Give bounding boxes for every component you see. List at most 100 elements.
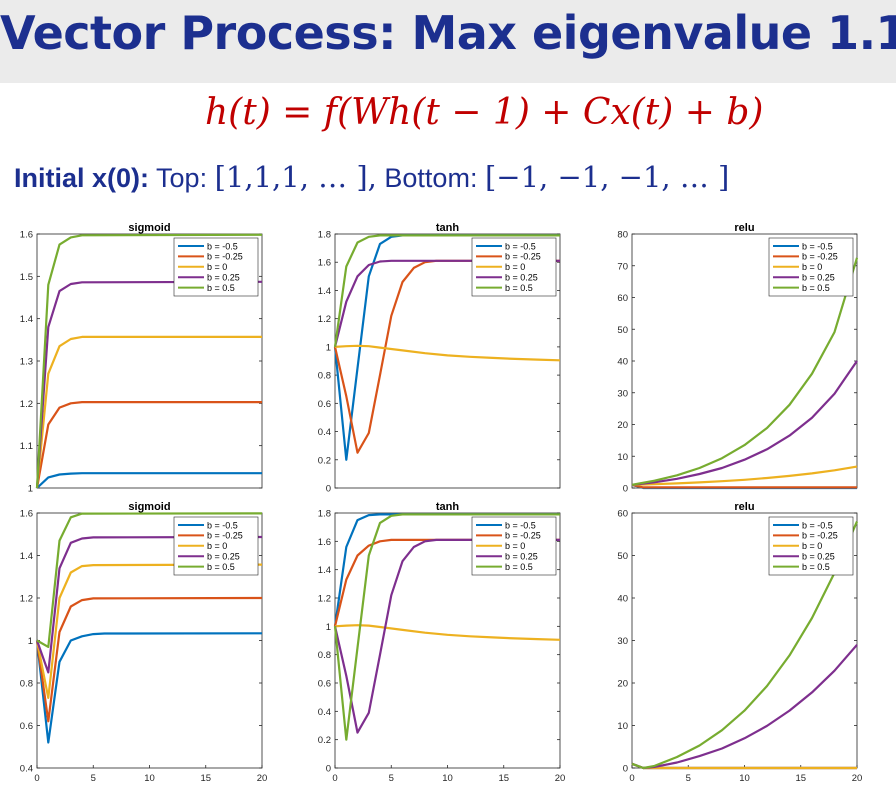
initial-condition-line: Initial x(0): Top: [1,1,1, … ], Bottom: …: [14, 160, 729, 194]
y-tick-label: 80: [617, 230, 628, 241]
legend-label-1: b = -0.5: [802, 520, 833, 530]
bottom-label: Bottom:: [384, 163, 478, 193]
top-label: Top:: [156, 163, 208, 193]
legend-label-5: b = 0.5: [505, 283, 533, 293]
series-line-2: [35, 596, 263, 723]
legend-label-4: b = 0.25: [207, 552, 240, 562]
y-tick-label: 0.8: [318, 650, 331, 661]
series-line-1: [36, 472, 262, 489]
series-line-2: [333, 538, 560, 627]
y-tick-label: 1.6: [318, 258, 331, 269]
x-tick-label: 15: [498, 773, 509, 784]
legend-label-5: b = 0.5: [207, 562, 235, 572]
y-tick-label: 0.2: [318, 735, 331, 746]
x-tick-label: 0: [34, 773, 39, 784]
legend-label-5: b = 0.5: [802, 283, 830, 293]
chart-title: relu: [734, 222, 754, 234]
y-tick-label: 60: [617, 293, 628, 304]
series-line-2: [35, 401, 262, 489]
x-tick-label: 5: [91, 773, 96, 784]
chart-title: sigmoid: [128, 501, 170, 513]
y-tick-label: 0.8: [20, 679, 33, 690]
y-tick-label: 1.2: [318, 594, 331, 605]
x-tick-label: 20: [555, 773, 566, 784]
y-tick-label: 0.6: [318, 679, 331, 690]
y-tick-label: 0: [326, 764, 331, 775]
legend-label-4: b = 0.25: [505, 273, 538, 283]
y-tick-label: 0.6: [20, 721, 33, 732]
top-vector: [1,1,1, … ],: [214, 160, 377, 194]
legend-label-3: b = 0: [802, 541, 822, 551]
legend: b = -0.5b = -0.25b = 0b = 0.25b = 0.5: [173, 516, 259, 576]
series-line-5: [631, 521, 859, 770]
y-tick-label: 1.8: [318, 230, 331, 241]
series-line-5: [333, 234, 560, 348]
y-tick-label: 1.6: [318, 537, 331, 548]
series-line-5: [35, 233, 263, 489]
y-tick-label: 50: [617, 551, 628, 562]
y-tick-label: 70: [617, 261, 628, 272]
x-tick-label: 0: [629, 773, 634, 784]
y-tick-label: 0.4: [318, 427, 331, 438]
series-line-5: [631, 257, 859, 486]
y-tick-label: 10: [617, 452, 628, 463]
legend-label-3: b = 0: [207, 262, 227, 272]
y-tick-label: 1.4: [20, 551, 33, 562]
legend-label-5: b = 0.5: [802, 562, 830, 572]
y-tick-label: 0: [623, 764, 628, 775]
legend-label-2: b = -0.25: [505, 531, 541, 541]
legend-label-1: b = -0.5: [207, 520, 238, 530]
x-tick-label: 20: [257, 773, 268, 784]
series-line-5: [36, 512, 263, 649]
series-line-3: [35, 335, 262, 489]
chart-title: relu: [734, 501, 754, 513]
y-tick-label: 10: [617, 721, 628, 732]
legend-label-5: b = 0.5: [505, 562, 533, 572]
title-banner: [0, 0, 896, 83]
y-tick-label: 0.6: [318, 399, 331, 410]
x-tick-label: 15: [795, 773, 806, 784]
y-tick-label: 20: [617, 679, 628, 690]
y-tick-label: 1.1: [20, 441, 33, 452]
recurrence-equation: h(t) = f(Wh(t − 1) + Cx(t) + b): [205, 92, 764, 133]
series-line-4: [35, 535, 263, 674]
y-tick-label: 50: [617, 325, 628, 336]
y-tick-label: 0.8: [318, 371, 331, 382]
legend-label-2: b = -0.25: [207, 531, 243, 541]
y-tick-label: 30: [617, 388, 628, 399]
bottom-vector: [−1, −1, −1, … ]: [484, 160, 730, 194]
series-line-4: [333, 538, 560, 734]
x-tick-label: 5: [686, 773, 691, 784]
y-tick-label: 1.4: [318, 286, 331, 297]
legend-label-3: b = 0: [207, 541, 227, 551]
series-line-3: [35, 563, 263, 700]
legend-label-4: b = 0.25: [802, 552, 835, 562]
legend-label-2: b = -0.25: [802, 252, 838, 262]
legend-label-3: b = 0: [802, 262, 822, 272]
legend-label-4: b = 0.25: [802, 273, 835, 283]
y-tick-label: 1.4: [20, 314, 33, 325]
chart-title: tanh: [436, 501, 460, 513]
bottom-relu-chart: relu 0 10 20 30 40 50 60 0 5 10 15 20 b = -0.5b = -0.…: [617, 501, 862, 784]
legend-label-1: b = -0.5: [207, 241, 238, 251]
initial-condition-label: Initial x(0):: [14, 163, 150, 193]
y-tick-label: 1.2: [318, 314, 331, 325]
legend-label-1: b = -0.5: [505, 241, 536, 251]
y-tick-label: 1.6: [20, 230, 33, 241]
y-tick-label: 40: [617, 357, 628, 368]
legend: b = -0.5b = -0.25b = 0b = 0.25b = 0.5: [173, 237, 259, 297]
series-line-5: [333, 513, 560, 741]
y-tick-label: 40: [617, 594, 628, 605]
series-line-3: [631, 465, 858, 486]
chart-title: sigmoid: [128, 222, 170, 234]
legend-label-4: b = 0.25: [207, 273, 240, 283]
legend-label-1: b = -0.5: [505, 520, 536, 530]
y-tick-label: 1: [326, 342, 331, 353]
series-line-4: [35, 280, 263, 489]
legend-label-2: b = -0.25: [802, 531, 838, 541]
legend: b = -0.5b = -0.25b = 0b = 0.25b = 0.5: [768, 516, 854, 576]
y-tick-label: 1.8: [318, 509, 331, 520]
y-tick-label: 1: [28, 484, 33, 495]
x-tick-label: 10: [739, 773, 750, 784]
